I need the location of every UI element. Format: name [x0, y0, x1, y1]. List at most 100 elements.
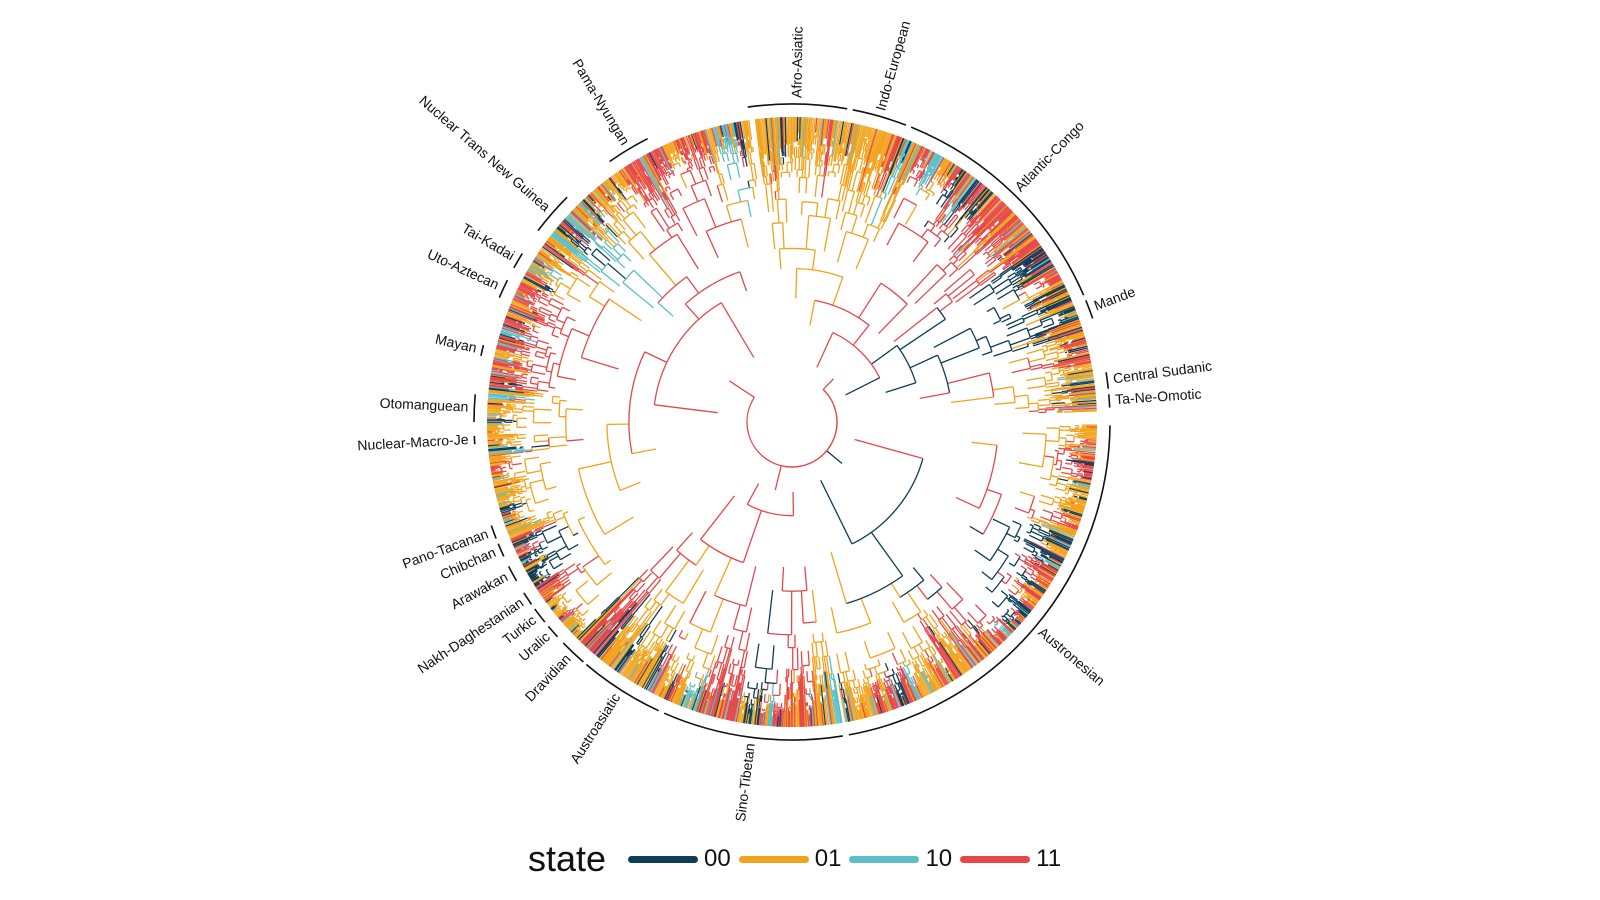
branch-arc: [1014, 255, 1016, 257]
branch: [692, 690, 695, 693]
branch: [839, 154, 842, 161]
branch: [928, 613, 939, 627]
branch: [1025, 594, 1029, 598]
tip-branch: [1075, 375, 1094, 381]
branch: [897, 162, 902, 169]
branch: [559, 399, 567, 402]
branch: [975, 630, 979, 635]
tip-branch: [810, 117, 814, 150]
branch: [587, 594, 600, 606]
branch: [942, 261, 952, 271]
branch: [1007, 621, 1011, 625]
branch: [671, 646, 678, 656]
branch-arc: [650, 569, 660, 579]
branch: [1021, 309, 1037, 318]
tip-branch: [1051, 541, 1069, 551]
branch-arc: [949, 640, 952, 643]
branch-arc: [562, 513, 574, 536]
tip-branch: [887, 695, 894, 711]
branch: [1065, 501, 1071, 504]
branch: [847, 191, 856, 214]
branch: [547, 535, 562, 544]
tip-branch: [1055, 535, 1073, 544]
branch: [923, 659, 927, 664]
branch: [966, 645, 972, 652]
branch: [830, 674, 833, 680]
tip-branch: [1048, 329, 1084, 342]
tip-branch: [982, 636, 995, 651]
branch: [533, 408, 552, 411]
branch: [911, 661, 916, 667]
branch: [526, 486, 532, 490]
tip-branch: [972, 201, 1004, 235]
tip-branch: [1079, 459, 1095, 463]
branch: [1059, 374, 1065, 376]
branch: [1053, 510, 1063, 515]
tip-branch: [933, 682, 939, 691]
branch: [1044, 394, 1053, 397]
branch-arc: [575, 590, 589, 606]
branch: [1065, 514, 1069, 517]
tip-branch: [1058, 353, 1090, 362]
tip-branch: [992, 637, 1001, 646]
tip-branch: [923, 675, 934, 693]
branch: [914, 665, 919, 673]
branch: [893, 187, 899, 195]
branch: [510, 440, 522, 443]
branch: [877, 659, 881, 666]
branch: [517, 510, 524, 514]
branch: [866, 677, 870, 683]
branch: [1049, 303, 1053, 307]
tip-branch: [898, 139, 910, 163]
branch: [1016, 571, 1023, 577]
branch: [825, 671, 829, 686]
tip-branch: [941, 158, 947, 166]
branch: [944, 203, 950, 210]
branch: [1010, 263, 1015, 267]
branch: [1041, 280, 1046, 284]
branch: [989, 262, 1004, 274]
branch: [948, 642, 953, 649]
branch: [821, 632, 825, 642]
branch-arc: [869, 647, 896, 659]
tip-branch: [1073, 448, 1096, 452]
branch: [1002, 249, 1010, 256]
branch: [922, 174, 929, 184]
tip-branch: [941, 160, 951, 175]
branch: [1001, 624, 1005, 629]
branch: [855, 191, 860, 203]
tip-branch: [951, 176, 975, 208]
branch: [1015, 535, 1021, 539]
branch: [943, 226, 949, 233]
tip-branch: [1073, 387, 1096, 392]
branch: [860, 167, 864, 173]
branch: [1009, 357, 1028, 364]
tip-branch: [1039, 581, 1049, 589]
branch: [1030, 586, 1035, 590]
branch: [863, 694, 867, 702]
branch: [954, 644, 959, 649]
branch: [1068, 477, 1075, 481]
branch-arc: [1011, 250, 1013, 252]
branch: [1041, 333, 1046, 337]
branch: [891, 652, 899, 665]
branch: [844, 169, 850, 186]
tip-branch: [915, 690, 921, 700]
tip-branch: [851, 691, 859, 720]
branch: [1017, 283, 1022, 287]
branch: [522, 520, 525, 523]
tip-branch: [870, 686, 880, 715]
tip-branch: [1081, 475, 1092, 479]
branch: [876, 160, 881, 169]
branch: [821, 674, 824, 685]
tip-branch: [769, 117, 774, 152]
branch: [969, 217, 974, 222]
tip-branch: [923, 151, 934, 171]
tip-branch: [890, 694, 897, 709]
branch: [821, 684, 824, 693]
branch: [876, 684, 880, 694]
branch: [969, 525, 984, 535]
branch: [939, 174, 942, 177]
branch: [645, 648, 648, 652]
